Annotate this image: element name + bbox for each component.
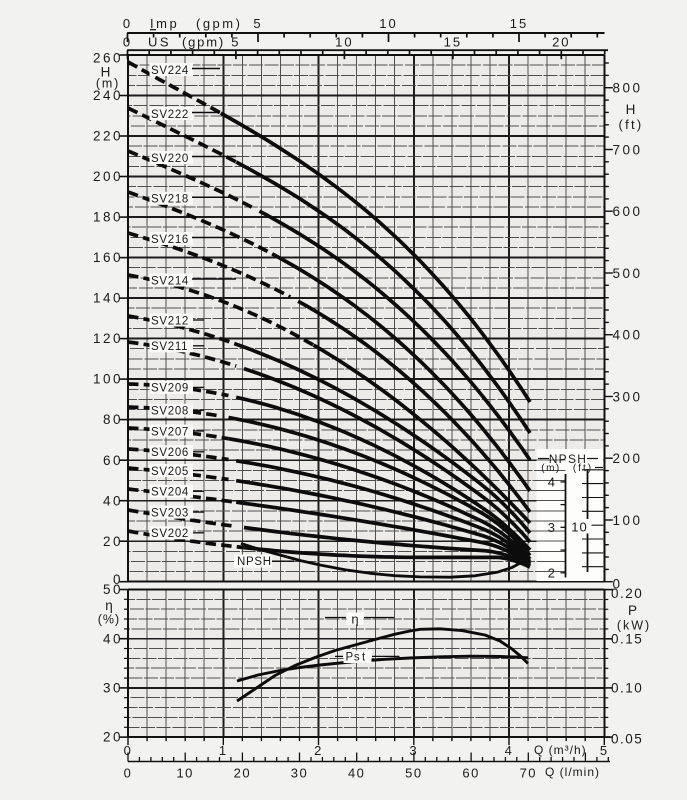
svg-text:η: η [351,612,358,627]
svg-text:220: 220 [93,129,123,144]
svg-text:140: 140 [93,291,123,306]
svg-text:40: 40 [103,493,123,508]
svg-text:70: 70 [520,766,537,781]
svg-text:0.05: 0.05 [611,732,643,747]
svg-text:Imp: Imp [150,16,179,31]
svg-text:260: 260 [93,51,123,66]
svg-text:0: 0 [113,572,123,587]
svg-text:(ft): (ft) [618,117,643,132]
svg-text:0: 0 [613,577,623,592]
svg-text:3: 3 [548,520,556,535]
svg-text:600: 600 [613,204,643,219]
svg-text:(m): (m) [541,463,561,474]
svg-text:Q (l/min): Q (l/min) [545,765,600,779]
svg-text:SV209: SV209 [151,383,189,395]
svg-text:10: 10 [176,766,193,781]
svg-text:η: η [105,598,113,613]
svg-text:SV206: SV206 [151,447,189,459]
svg-text:10: 10 [379,16,397,31]
svg-text:0: 0 [124,743,133,758]
svg-text:SV214: SV214 [151,275,189,287]
svg-text:2: 2 [314,743,323,758]
svg-text:700: 700 [613,142,643,157]
svg-text:0: 0 [123,35,132,50]
svg-text:40: 40 [348,766,365,781]
svg-text:SV204: SV204 [151,487,189,499]
svg-text:SV208: SV208 [151,406,189,418]
svg-text:P: P [628,603,638,618]
svg-text:20: 20 [552,35,570,50]
svg-text:500: 500 [613,266,643,281]
svg-text:3: 3 [409,743,418,758]
svg-text:5: 5 [253,16,262,31]
svg-text:0: 0 [123,16,132,31]
svg-text:Ps t: Ps t [346,652,366,664]
svg-text:US: US [148,35,171,50]
svg-text:(gpm): (gpm) [182,35,225,50]
svg-text:4: 4 [548,475,556,490]
svg-text:30: 30 [103,681,123,696]
svg-text:800: 800 [613,81,643,96]
svg-text:4: 4 [505,743,514,758]
svg-text:80: 80 [103,412,123,427]
svg-text:H: H [101,65,112,80]
svg-text:0.15: 0.15 [611,631,643,646]
svg-text:SV218: SV218 [151,194,189,206]
svg-text:20: 20 [234,766,251,781]
svg-text:60: 60 [103,453,123,468]
svg-text:(gpm): (gpm) [196,16,242,31]
svg-text:180: 180 [93,210,123,225]
svg-text:160: 160 [93,250,123,265]
svg-text:NPSH: NPSH [237,556,272,568]
svg-text:2: 2 [548,565,556,580]
svg-text:SV212: SV212 [151,315,189,327]
svg-text:10: 10 [335,35,353,50]
svg-text:SV222: SV222 [151,109,189,121]
svg-text:50: 50 [405,766,422,781]
svg-text:H: H [626,102,637,117]
svg-text:(ft): (ft) [573,463,593,474]
svg-text:10: 10 [571,520,587,535]
svg-text:15: 15 [444,35,462,50]
svg-text:20: 20 [103,534,123,549]
svg-text:SV220: SV220 [151,153,189,165]
svg-text:30: 30 [291,766,308,781]
svg-text:SV216: SV216 [151,234,189,246]
svg-text:100: 100 [613,513,643,528]
svg-text:SV224: SV224 [151,65,189,77]
svg-text:NPSH: NPSH [549,452,588,466]
svg-text:SV202: SV202 [151,528,189,540]
svg-text:400: 400 [613,328,643,343]
svg-text:240: 240 [93,88,123,103]
svg-text:0.10: 0.10 [611,681,643,696]
svg-text:SV205: SV205 [151,466,189,478]
svg-text:40: 40 [103,631,123,646]
svg-text:(m): (m) [96,77,120,91]
svg-text:100: 100 [93,372,123,387]
svg-text:0: 0 [124,766,133,781]
svg-text:15: 15 [510,16,528,31]
svg-text:SV207: SV207 [151,426,189,438]
svg-text:60: 60 [462,766,479,781]
svg-text:(kW): (kW) [617,619,651,633]
svg-text:5: 5 [231,35,240,50]
svg-text:200: 200 [93,169,123,184]
svg-text:0.20: 0.20 [611,586,643,601]
svg-text:300: 300 [613,389,643,404]
svg-text:SV211: SV211 [151,341,188,353]
svg-text:120: 120 [93,331,123,346]
svg-text:Q (m³/h): Q (m³/h) [534,743,587,757]
svg-text:(%): (%) [98,613,120,627]
svg-text:1: 1 [219,743,228,758]
svg-text:20: 20 [103,730,123,745]
svg-text:200: 200 [613,451,643,466]
svg-text:5: 5 [600,743,609,758]
svg-text:50: 50 [103,582,123,597]
svg-text:SV203: SV203 [151,507,189,519]
